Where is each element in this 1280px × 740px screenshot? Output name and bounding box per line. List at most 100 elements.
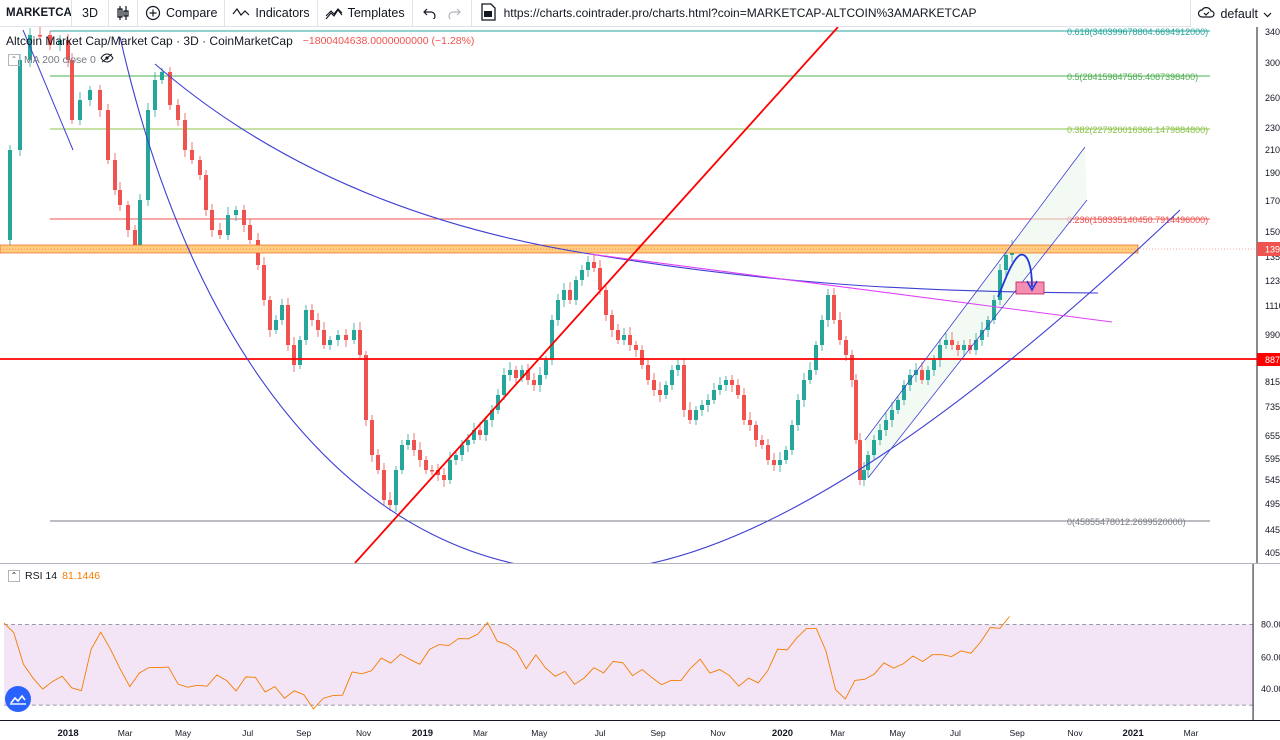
interval-label: 3D: [82, 6, 98, 20]
fib-level-label: 0.382(227920016366.1479884800): [1067, 125, 1208, 135]
candle-body: [48, 35, 52, 45]
url-bar[interactable]: https://charts.cointrader.pro/charts.htm…: [472, 0, 1280, 27]
candle-body: [664, 385, 668, 395]
time-tick-label: May: [531, 728, 548, 738]
chart-type-button[interactable]: [109, 0, 138, 27]
candle-body: [896, 400, 900, 410]
time-tick-label: Nov: [710, 728, 726, 738]
indicators-button[interactable]: Indicators: [225, 0, 318, 27]
candle-body: [858, 440, 862, 480]
last-price-label: 1391: [1265, 245, 1280, 255]
fib-retracement[interactable]: 0.618(340399678804.6694912000) 0.5(284159…: [50, 27, 1210, 527]
candle-body: [998, 270, 1002, 300]
candle-body: [974, 340, 978, 350]
layout-button[interactable]: default: [1190, 0, 1280, 27]
candle-body: [183, 120, 187, 150]
time-axis[interactable]: 2018 Mar May Jul Sep Nov 2019 Mar May Jul Sep Nov 20…: [0, 720, 1280, 740]
time-tick-label: Mar: [1184, 728, 1199, 738]
candle-body: [616, 330, 620, 340]
compare-button[interactable]: Compare: [138, 0, 226, 27]
price-tick-label: 13500: [1265, 252, 1280, 262]
candle-body: [118, 190, 122, 205]
price-tick-label: 4950: [1265, 499, 1280, 509]
candle-body: [568, 290, 572, 300]
price-chart[interactable]: 0.618(340399678804.6694912000) 0.5(284159…: [0, 27, 1280, 563]
projection-arrowhead: [1026, 280, 1038, 292]
collapse-icon[interactable]: ⌃: [8, 53, 20, 66]
candle-body: [980, 330, 984, 340]
candle-body: [844, 340, 848, 355]
time-tick-label: Mar: [118, 728, 133, 738]
candle-body: [146, 110, 150, 200]
magenta-trendline[interactable]: [589, 253, 1113, 323]
candle-body: [304, 310, 308, 340]
candle-body: [442, 475, 446, 480]
candle-body: [234, 210, 238, 215]
time-axis-background: [32, 721, 1248, 740]
time-tick-label: Nov: [356, 728, 372, 738]
rsi-value: 81.1446: [62, 570, 101, 582]
candle-body: [352, 330, 356, 340]
candle-body: [508, 370, 512, 375]
templates-button[interactable]: Templates: [318, 0, 413, 27]
candle-body: [694, 410, 698, 420]
red-trendline[interactable]: [354, 27, 839, 563]
candle-body: [376, 455, 380, 470]
hidden-eye-icon[interactable]: [100, 53, 114, 66]
parabolic-arc[interactable]: [119, 36, 1181, 563]
time-tick-label: Jul: [595, 728, 606, 738]
candle-body: [670, 370, 674, 385]
undo-button[interactable]: [413, 0, 442, 27]
interval-button[interactable]: 3D: [72, 0, 109, 27]
candle-body: [866, 455, 870, 470]
channel-upper[interactable]: [864, 146, 1086, 441]
candle-body: [514, 370, 518, 378]
indicators-icon: [232, 6, 250, 20]
resistance-zone[interactable]: [0, 244, 1139, 254]
candle-body: [832, 295, 836, 320]
candle-body: [364, 355, 368, 420]
candle-body: [262, 265, 266, 300]
candle-body: [646, 365, 650, 380]
ma-legend[interactable]: ⌃ MA 200 close 0: [8, 53, 114, 66]
templates-icon: [325, 5, 343, 21]
candle-body: [460, 445, 464, 455]
candle-body: [394, 470, 398, 505]
projection-path[interactable]: [997, 253, 1033, 298]
channel-lower[interactable]: [867, 199, 1088, 479]
candle-body: [532, 380, 536, 385]
candle-body: [962, 345, 966, 350]
rsi-legend[interactable]: ⌃ RSI 14 81.1446: [8, 570, 100, 582]
candle-body: [748, 420, 752, 425]
candle-body: [556, 300, 560, 320]
candle-body: [718, 385, 722, 390]
candle-body: [226, 215, 230, 235]
screenshot-icon[interactable]: [478, 2, 498, 25]
symbol-search[interactable]: MARKETCAF: [0, 0, 72, 27]
candle-body: [160, 72, 164, 80]
candle-body: [920, 370, 924, 380]
time-tick-label: Nov: [1067, 728, 1083, 738]
candle-body: [808, 370, 812, 380]
price-tick-label: 4050: [1265, 548, 1280, 558]
redo-button[interactable]: [442, 0, 472, 27]
candle-body: [520, 370, 524, 378]
rsi-collapse-icon[interactable]: ⌃: [8, 570, 20, 582]
candle-body: [884, 420, 888, 430]
time-tick-label: 2021: [1122, 728, 1144, 739]
candle-body: [436, 470, 440, 475]
candle-body: [986, 320, 990, 330]
candle-body: [310, 310, 314, 320]
price-tick-label: 5950: [1265, 454, 1280, 464]
rsi-pane[interactable]: 80.00 60.00 40.00: [0, 563, 1280, 720]
cloud-icon: [1197, 5, 1215, 22]
price-tick-label: 21000: [1265, 145, 1280, 155]
candle-body: [712, 390, 716, 400]
ma-label: MA 200 close 0: [24, 53, 96, 66]
candle-body: [580, 270, 584, 280]
tradingview-logo-icon[interactable]: [5, 686, 31, 712]
candle-body: [138, 200, 142, 245]
candle-body: [478, 430, 482, 435]
price-tick-label: 17000: [1265, 196, 1280, 206]
candle-body: [760, 440, 764, 445]
